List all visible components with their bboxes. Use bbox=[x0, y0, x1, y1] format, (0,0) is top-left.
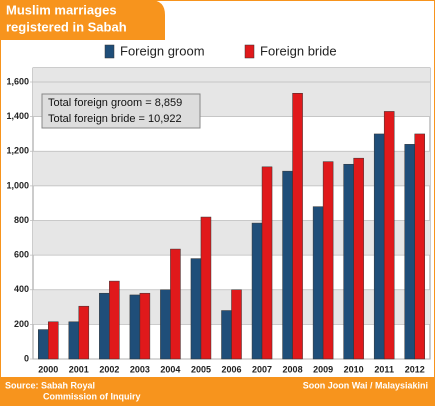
y-tick-label: 400 bbox=[14, 284, 29, 294]
x-tick-label: 2006 bbox=[221, 364, 241, 374]
chart-title: registered in Sabah bbox=[6, 19, 127, 34]
source: Commission of Inquiry bbox=[43, 391, 141, 401]
x-tick-label: 2009 bbox=[313, 364, 333, 374]
bar bbox=[383, 111, 395, 360]
bar bbox=[160, 289, 171, 360]
x-tick-label: 2000 bbox=[38, 364, 58, 374]
bar bbox=[231, 289, 242, 360]
x-tick-label: 2011 bbox=[374, 364, 394, 374]
bar bbox=[292, 93, 303, 360]
y-tick-label: 1,000 bbox=[6, 180, 29, 190]
grid-band bbox=[33, 68, 430, 82]
bar bbox=[282, 170, 293, 360]
y-tick-label: 1,600 bbox=[6, 76, 29, 86]
x-tick-label: 2001 bbox=[69, 364, 89, 374]
bar bbox=[343, 163, 354, 360]
annotation: Total foreign groom = 8,859 bbox=[48, 97, 182, 109]
chart-title: Muslim marriages bbox=[6, 2, 117, 17]
x-tick-label: 2002 bbox=[99, 364, 119, 374]
bar bbox=[251, 222, 263, 360]
title-tab bbox=[0, 0, 165, 40]
bar bbox=[404, 144, 415, 360]
y-tick-label: 1,200 bbox=[6, 146, 29, 156]
bar bbox=[38, 329, 49, 360]
y-tick-label: 0 bbox=[24, 353, 29, 363]
bar bbox=[48, 321, 59, 360]
legend-label: Foreign bride bbox=[260, 43, 337, 58]
bar bbox=[312, 206, 324, 360]
legend-label: Foreign groom bbox=[120, 43, 205, 58]
credit: Soon Joon Wai / Malaysiakini bbox=[303, 380, 428, 390]
x-tick-label: 2003 bbox=[130, 364, 150, 374]
bar bbox=[78, 305, 90, 360]
y-tick-label: 200 bbox=[14, 319, 29, 329]
bar bbox=[353, 157, 364, 360]
x-tick-label: 2004 bbox=[160, 364, 180, 374]
grid-band bbox=[33, 220, 430, 256]
y-tick-label: 600 bbox=[14, 250, 29, 260]
bar bbox=[139, 292, 151, 360]
legend-swatch bbox=[104, 44, 115, 59]
footer-bar bbox=[0, 377, 435, 406]
bar bbox=[129, 294, 141, 360]
bar bbox=[170, 248, 181, 360]
bar bbox=[322, 161, 334, 360]
bar bbox=[68, 321, 80, 360]
annotation: Total foreign bride = 10,922 bbox=[48, 113, 182, 125]
bar bbox=[261, 166, 273, 360]
bar bbox=[190, 258, 202, 360]
bar bbox=[99, 292, 110, 360]
source: Source: Sabah Royal bbox=[5, 380, 95, 390]
bar bbox=[221, 310, 232, 360]
legend-swatch bbox=[244, 44, 255, 59]
bar bbox=[414, 133, 425, 360]
x-tick-label: 2005 bbox=[191, 364, 211, 374]
x-tick-label: 2012 bbox=[405, 364, 425, 374]
x-tick-label: 2008 bbox=[283, 364, 303, 374]
x-tick-label: 2007 bbox=[252, 364, 272, 374]
annotation-box bbox=[41, 93, 201, 129]
y-tick-label: 800 bbox=[14, 215, 29, 225]
grid-band bbox=[33, 151, 430, 186]
bar bbox=[200, 216, 212, 360]
x-tick-label: 2010 bbox=[344, 364, 364, 374]
bar bbox=[109, 280, 120, 360]
y-tick-label: 1,400 bbox=[6, 111, 29, 121]
bar bbox=[373, 133, 385, 360]
